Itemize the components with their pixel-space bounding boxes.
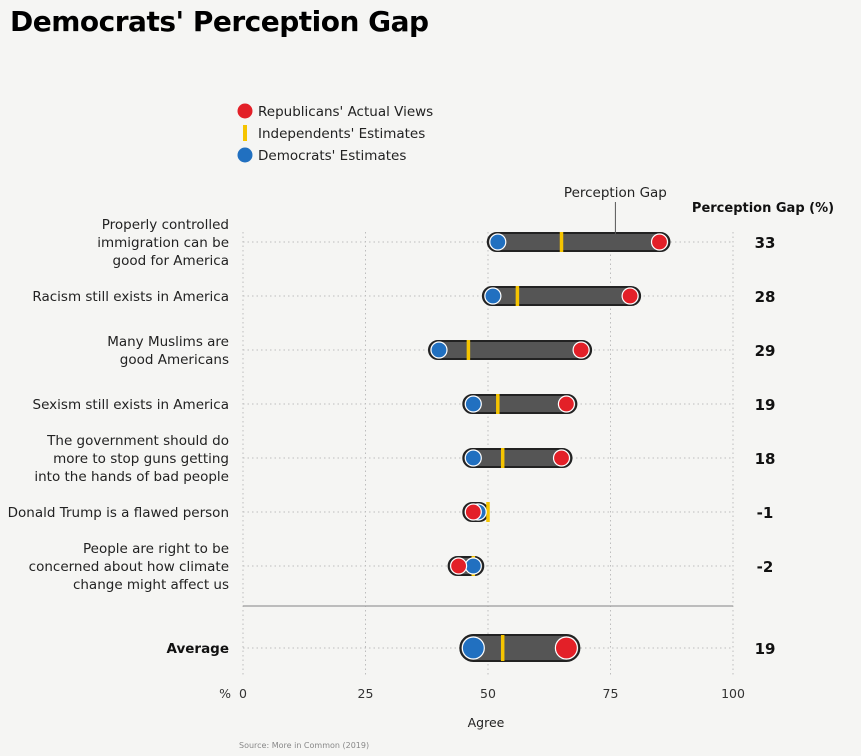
category-label: Properly controlled immigration can be goo… bbox=[97, 217, 229, 269]
category-label: Donald Trump is a flawed person bbox=[8, 505, 229, 521]
perception-gap-value: 19 bbox=[755, 396, 776, 414]
independents-marker bbox=[559, 232, 564, 252]
legend-democrats-marker bbox=[237, 147, 253, 163]
grid bbox=[242, 232, 734, 676]
republicans-marker bbox=[557, 395, 576, 413]
category-label-line: Racism still exists in America bbox=[32, 289, 229, 305]
democrats-marker bbox=[464, 395, 482, 413]
category-label-line: Properly controlled bbox=[102, 217, 229, 233]
republicans-marker bbox=[450, 557, 468, 575]
x-tick-label-50: 50 bbox=[480, 686, 496, 701]
gap-bar bbox=[462, 448, 573, 468]
annotation-text: Perception Gap bbox=[564, 185, 667, 201]
gap-bar bbox=[481, 286, 642, 306]
x-tick-label-75: 75 bbox=[603, 686, 619, 701]
average-label: Average bbox=[166, 641, 229, 657]
category-label-line: good Americans bbox=[120, 352, 229, 368]
category-label: Sexism still exists in America bbox=[33, 397, 229, 413]
category-label-line: Donald Trump is a flawed person bbox=[8, 505, 229, 521]
republicans-marker bbox=[464, 503, 482, 521]
x-tick-label-100: 100 bbox=[721, 686, 745, 701]
legend-independents-label: Independents' Estimates bbox=[258, 126, 425, 142]
category-label-line: good for America bbox=[113, 253, 230, 269]
average-row: Average 19 bbox=[166, 634, 776, 662]
democrats-marker bbox=[464, 449, 482, 467]
independents-marker bbox=[515, 286, 520, 306]
gap-bar bbox=[428, 340, 593, 360]
perception-gap-value: 28 bbox=[755, 288, 776, 306]
x-axis: % 0 25 50 75 100 Agree bbox=[219, 686, 745, 730]
democrats-marker bbox=[461, 636, 485, 660]
legend-democrats-label: Democrats' Estimates bbox=[258, 148, 406, 164]
x-axis-title: Agree bbox=[468, 715, 505, 730]
category-label-line: into the hands of bad people bbox=[34, 469, 229, 485]
category-label-line: The government should do bbox=[46, 433, 229, 449]
chart-title: Democrats' Perception Gap bbox=[10, 5, 429, 38]
independents-marker bbox=[466, 340, 471, 360]
category-label-line: immigration can be bbox=[97, 235, 229, 251]
democrats-marker bbox=[464, 557, 482, 575]
perception-gap-value: -1 bbox=[757, 504, 774, 522]
republicans-marker bbox=[554, 636, 579, 660]
category-label-line: concerned about how climate bbox=[29, 559, 229, 575]
category-label-line: Average bbox=[166, 641, 229, 657]
gap-bar bbox=[486, 232, 671, 252]
x-axis-unit-label: % bbox=[219, 686, 231, 701]
category-label-line: more to stop guns getting bbox=[53, 451, 229, 467]
category-label-line: People are right to be bbox=[83, 541, 229, 557]
perception-gap-annotation: Perception Gap bbox=[564, 185, 667, 234]
category-label: The government should do more to stop gun… bbox=[34, 433, 229, 485]
source-note: Source: More in Common (2019) bbox=[239, 741, 369, 750]
category-label: Many Muslims are good Americans bbox=[107, 334, 229, 368]
category-row-2: Many Muslims are good Americans 29 bbox=[107, 334, 775, 368]
republicans-marker bbox=[621, 287, 639, 305]
category-label: People are right to be concerned about ho… bbox=[29, 541, 229, 593]
legend-republicans-marker bbox=[237, 103, 253, 119]
perception-gap-value: -2 bbox=[757, 558, 774, 576]
category-row-3: Sexism still exists in America 19 bbox=[33, 394, 776, 414]
legend: Republicans' Actual Views Independents' E… bbox=[237, 103, 433, 164]
gap-bar bbox=[459, 634, 581, 662]
democrats-marker bbox=[484, 287, 502, 305]
category-label-line: change might affect us bbox=[73, 577, 229, 593]
category-row-1: Racism still exists in America 28 bbox=[32, 286, 775, 306]
independents-marker bbox=[496, 394, 500, 414]
category-row-5: Donald Trump is a flawed person -1 bbox=[8, 502, 774, 522]
republicans-marker bbox=[552, 449, 571, 467]
category-label-line: Sexism still exists in America bbox=[33, 397, 229, 413]
legend-independents-marker bbox=[243, 125, 247, 141]
category-row-0: Properly controlled immigration can be goo… bbox=[97, 217, 775, 269]
independents-marker bbox=[500, 635, 505, 661]
data-rows: Properly controlled immigration can be goo… bbox=[8, 217, 776, 662]
perception-gap-value: 19 bbox=[755, 640, 776, 658]
perception-gap-header: Perception Gap (%) bbox=[692, 201, 834, 216]
x-tick-label-0: 0 bbox=[239, 686, 247, 701]
republicans-marker bbox=[650, 233, 669, 251]
x-tick-label-25: 25 bbox=[358, 686, 374, 701]
category-label-line: Many Muslims are bbox=[107, 334, 229, 350]
independents-marker bbox=[486, 502, 490, 522]
republicans-marker bbox=[572, 341, 590, 359]
gap-bar bbox=[462, 394, 578, 414]
democrats-marker bbox=[489, 233, 507, 251]
legend-republicans-label: Republicans' Actual Views bbox=[258, 104, 433, 120]
perception-gap-value: 29 bbox=[755, 342, 776, 360]
category-row-6: People are right to be concerned about ho… bbox=[29, 541, 774, 593]
perception-gap-value: 33 bbox=[755, 234, 776, 252]
independents-marker bbox=[500, 448, 505, 468]
democrats-marker bbox=[430, 341, 448, 359]
category-row-4: The government should do more to stop gun… bbox=[34, 433, 775, 485]
perception-gap-value: 18 bbox=[755, 450, 776, 468]
category-label: Racism still exists in America bbox=[32, 289, 229, 305]
